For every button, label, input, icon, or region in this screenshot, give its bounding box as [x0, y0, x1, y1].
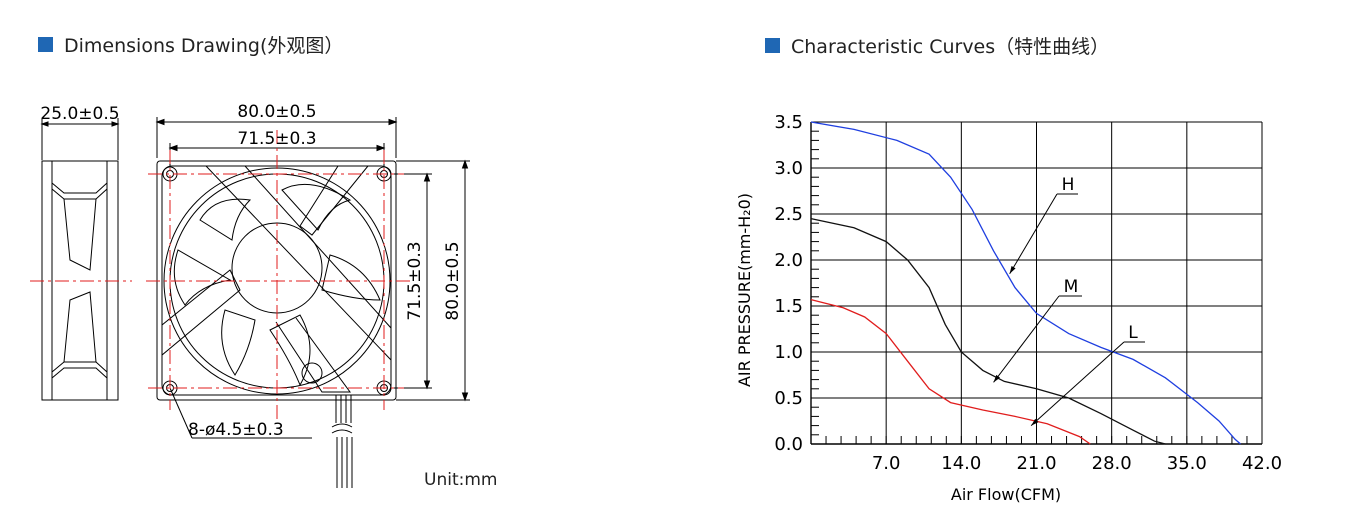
unit-label: Unit:mm — [424, 470, 498, 490]
leader-line — [993, 295, 1060, 383]
y-tick-label: 1.0 — [774, 342, 803, 363]
leader-arrow — [993, 374, 1001, 383]
curve-m — [810, 217, 1166, 445]
outer-width-label: 80.0±0.5 — [237, 102, 316, 122]
thickness-label: 25.0±0.5 — [40, 104, 119, 124]
series-label-h: H — [1062, 175, 1075, 195]
y-tick-label: 3.5 — [774, 112, 803, 133]
series-label-m: M — [1064, 277, 1079, 297]
y-axis-label: AIR PRESSURE(mm-H₂0) — [735, 193, 754, 387]
leader-line — [1030, 341, 1125, 426]
x-axis-label: Air Flow(CFM) — [951, 485, 1061, 504]
y-tick-label: 0.0 — [774, 434, 803, 455]
x-tick-label: 42.0 — [1242, 453, 1282, 474]
x-tick-label: 28.0 — [1092, 453, 1132, 474]
leader-arrow — [1009, 266, 1016, 274]
leader-arrow — [1031, 418, 1039, 426]
curve-l — [810, 298, 1091, 445]
center-lines — [30, 130, 410, 420]
header-square-icon — [38, 37, 53, 52]
chart-minor-ticks — [810, 130, 1263, 445]
chart-grid — [811, 121, 1263, 445]
holes-label: 8-ø4.5±0.3 — [188, 420, 284, 440]
dimensions-header: Dimensions Drawing(外观图） — [38, 31, 343, 58]
leader-line — [1009, 193, 1058, 275]
dimensions-title: Dimensions Drawing(外观图） — [64, 35, 344, 57]
characteristics-title: Characteristic Curves（特性曲线） — [791, 36, 1110, 58]
x-tick-label: 14.0 — [941, 453, 981, 474]
x-tick-label: 21.0 — [1016, 453, 1056, 474]
y-tick-label: 0.5 — [774, 388, 803, 409]
header-square-icon — [765, 38, 780, 53]
chart-axes — [810, 122, 1262, 445]
chart-series-leaders: H M L — [993, 175, 1145, 426]
y-tick-label: 3.0 — [774, 158, 803, 179]
characteristic-curves-chart: 0.0 0.5 1.0 1.5 2.0 2.5 3.0 3.5 7.0 14.0 21.0 28.0 3… — [735, 112, 1282, 504]
x-tick-label: 35.0 — [1167, 453, 1207, 474]
x-tick-label: 7.0 — [872, 453, 901, 474]
y-tick-label: 2.5 — [774, 204, 803, 225]
series-label-l: L — [1128, 323, 1138, 343]
y-tick-label: 2.0 — [774, 250, 803, 271]
characteristics-header: Characteristic Curves（特性曲线） — [765, 32, 1109, 59]
curve-h — [810, 121, 1241, 445]
hole-spacing-width-label: 71.5±0.3 — [237, 129, 316, 149]
outer-height-label: 80.0±0.5 — [443, 241, 463, 320]
chart-tick-labels: 0.0 0.5 1.0 1.5 2.0 2.5 3.0 3.5 7.0 14.0 21.0 28.0 3… — [774, 112, 1282, 474]
hole-spacing-height-label: 71.5±0.3 — [405, 241, 425, 320]
y-tick-label: 1.5 — [774, 296, 803, 317]
fan-side-view — [40, 118, 120, 401]
dimensions-drawing: 25.0±0.5 80.0±0.5 71.5±0.3 71.5±0.3 80.0… — [30, 102, 470, 488]
chart-curves — [810, 121, 1241, 445]
